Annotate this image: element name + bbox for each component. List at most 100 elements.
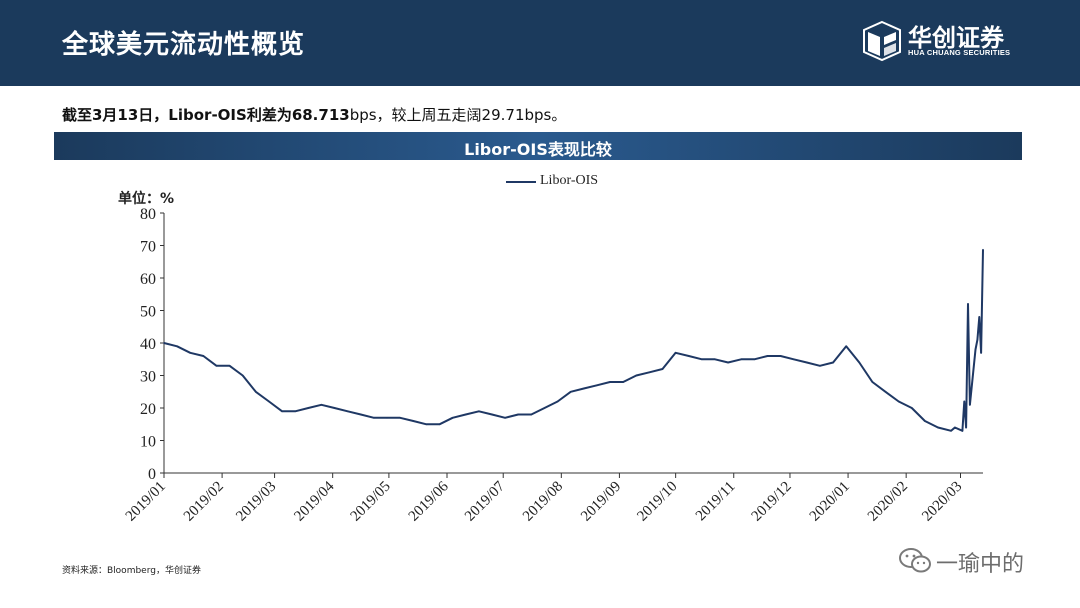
libor-ois-data-point (792, 358, 795, 361)
libor-ois-data-point (425, 423, 428, 426)
libor-ois-data-point (845, 345, 847, 348)
y-tick-label: 30 (140, 369, 156, 386)
y-tick-label: 70 (140, 239, 156, 256)
summary-headline: 截至3月13日，Libor-OIS利差为68.713bps，较上周五走阔29.7… (62, 104, 566, 125)
libor-ois-data-point (961, 430, 964, 432)
x-tick-label: 2019/08 (520, 479, 566, 525)
libor-ois-data-point (530, 413, 533, 416)
unit-label: 单位：% (118, 191, 175, 207)
x-tick-label: 2019/12 (749, 479, 795, 525)
y-tick-label: 50 (140, 304, 156, 321)
libor-ois-data-point (965, 426, 967, 429)
libor-ois-data-point (517, 413, 519, 416)
libor-ois-data-point (360, 413, 362, 416)
libor-ois-data-point (982, 248, 984, 251)
libor-ois-data-point (937, 426, 939, 429)
libor-ois-data-point (583, 387, 585, 390)
libor-ois-data-point (596, 384, 598, 387)
x-tick-label: 2019/03 (233, 479, 279, 525)
libor-ois-data-point (373, 417, 375, 419)
logo-chinese-text: 华创证券 (908, 24, 1004, 52)
libor-ois-data-point (412, 420, 415, 422)
libor-ois-data-point (974, 348, 977, 351)
libor-ois-data-point (648, 371, 651, 374)
x-tick-label: 2019/05 (348, 479, 394, 525)
libor-ois-data-point (954, 426, 956, 429)
y-tick-label: 60 (140, 271, 156, 288)
chart-banner: Libor-OIS表现比较 (54, 132, 1022, 160)
libor-ois-data-point (832, 361, 834, 364)
libor-ois-data-point (950, 430, 952, 432)
libor-ois-data-point (661, 368, 664, 370)
libor-ois-data-point (911, 407, 913, 409)
libor-ois-data-point (924, 420, 926, 422)
wechat-icon (899, 548, 931, 573)
libor-ois-data-point (333, 407, 336, 409)
libor-ois-data-point (438, 423, 441, 426)
source-note: 资料来源：Bloomberg，华创证券 (62, 566, 201, 576)
libor-ois-data-point (255, 391, 257, 393)
libor-ois-data-point (753, 358, 756, 361)
libor-ois-data-point (215, 365, 218, 367)
libor-ois-data-point (967, 303, 969, 305)
watermark-text: 一瑜中的 (936, 552, 1025, 577)
x-tick-label: 2020/03 (919, 479, 965, 525)
libor-ois-data-point (478, 410, 480, 413)
libor-ois-data-point (871, 381, 874, 383)
libor-ois-data-point (241, 374, 244, 377)
y-tick-label: 0 (148, 466, 156, 483)
x-tick-label: 2019/01 (123, 479, 169, 525)
libor-ois-data-point (268, 400, 270, 403)
company-logo: 华创证券 HUA CHUANG SECURITIES (862, 16, 1032, 72)
header-bar: 全球美元流动性概览 华创证券 HUA CHUANG SECURITIES (0, 0, 1080, 86)
libor-ois-data-point (740, 358, 742, 361)
libor-ois-data-point (688, 355, 690, 357)
libor-ois-data-point (543, 407, 546, 409)
libor-ois-data-point (766, 355, 769, 357)
libor-ois-data-point (978, 316, 981, 318)
libor-ois-data-point (386, 417, 388, 419)
libor-ois-data-point (701, 358, 703, 361)
x-tick-label: 2019/10 (634, 479, 680, 525)
libor-ois-data-point (294, 410, 297, 413)
chart-legend: Libor-OIS (506, 173, 636, 191)
libor-ois-data-point (569, 391, 572, 393)
libor-ois-data-point (622, 381, 624, 383)
libor-ois-data-point (399, 417, 401, 419)
libor-ois-data-point (346, 410, 349, 413)
libor-ois-data-point (980, 352, 982, 354)
libor-ois-data-point (189, 352, 191, 354)
libor-ois-data-point (976, 339, 979, 341)
page-title: 全球美元流动性概览 (62, 30, 306, 60)
x-tick-label: 2019/09 (578, 479, 624, 525)
x-tick-label: 2019/04 (291, 478, 337, 524)
libor-ois-data-point (320, 404, 323, 406)
libor-ois-series-line (163, 249, 984, 432)
logo-cube-icon (863, 20, 901, 62)
libor-ois-data-point (963, 400, 966, 403)
libor-ois-data-point (727, 361, 729, 364)
legend-swatch (506, 181, 536, 183)
x-tick-label: 2020/02 (865, 479, 911, 525)
libor-ois-data-point (609, 381, 611, 383)
libor-ois-data-point (176, 345, 178, 348)
libor-ois-data-point (307, 407, 310, 409)
legend-label: Libor-OIS (540, 173, 599, 188)
x-tick-label: 2019/06 (406, 478, 452, 524)
libor-ois-data-point (674, 352, 677, 354)
libor-ois-data-point (779, 355, 782, 357)
x-tick-label: 2019/02 (181, 479, 227, 525)
libor-ois-data-point (464, 413, 467, 416)
libor-ois-data-point (969, 404, 971, 406)
headline-rest-text: bps，较上周五走阔29.71bps。 (349, 106, 567, 124)
libor-ois-data-point (556, 400, 559, 403)
x-tick-label: 2020/01 (807, 479, 853, 525)
libor-ois-data-point (163, 342, 165, 344)
libor-ois-data-point (202, 355, 205, 357)
y-tick-label: 20 (140, 401, 156, 418)
libor-ois-data-point (897, 400, 900, 403)
x-tick-label: 2019/11 (693, 479, 739, 525)
libor-ois-data-point (858, 361, 861, 364)
libor-ois-data-point (806, 361, 808, 364)
